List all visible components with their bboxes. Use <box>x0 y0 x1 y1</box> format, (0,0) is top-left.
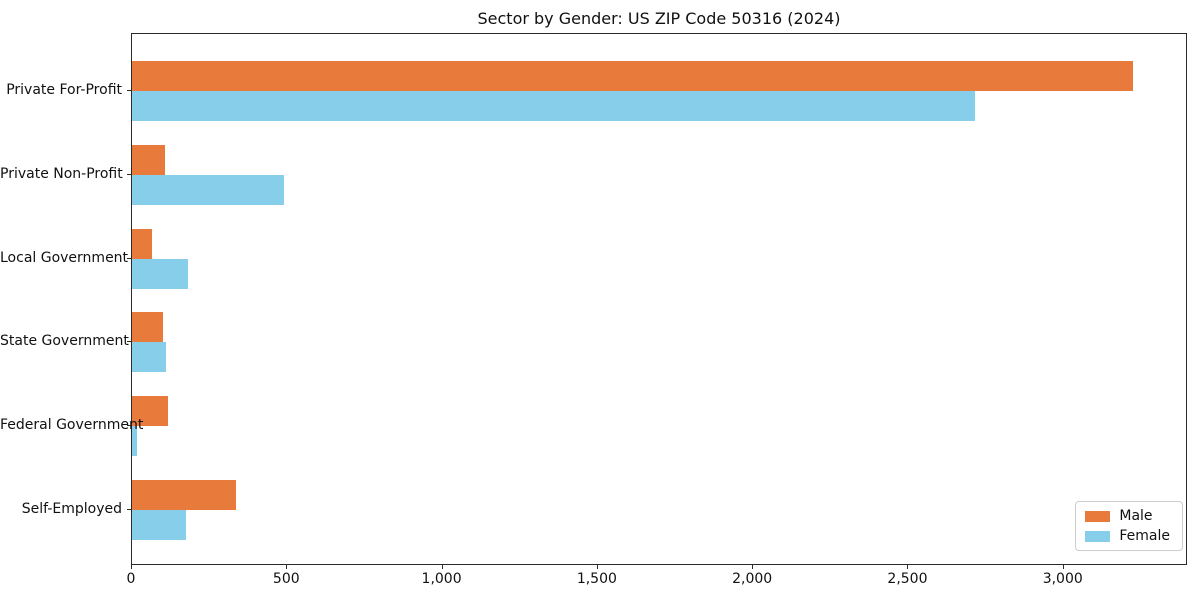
bar-male-self-employed <box>132 480 236 510</box>
bar-female-federal-government <box>132 426 137 457</box>
ytick-label-private-non-profit: Private Non-Profit <box>0 165 123 182</box>
xtick-label-1-000: 1,000 <box>421 571 462 587</box>
xtick-label-2-000: 2,000 <box>732 571 773 587</box>
xtick-label-500: 500 <box>272 571 300 587</box>
bar-male-state-government <box>132 312 163 343</box>
xtick-mark <box>1062 565 1064 569</box>
ytick-label-local-government: Local Government <box>0 249 129 266</box>
ytick-mark <box>127 509 131 510</box>
bar-female-private-for-profit <box>132 91 976 121</box>
ytick-label-self-employed: Self-Employed <box>21 501 122 517</box>
xtick-mark <box>596 565 598 569</box>
ytick-mark <box>127 90 131 91</box>
bar-female-state-government <box>132 342 167 373</box>
bar-male-federal-government <box>132 396 168 427</box>
legend-item-male: Male <box>1085 508 1170 524</box>
bar-male-private-non-profit <box>132 144 165 175</box>
xtick-label-1-500: 1,500 <box>576 571 617 587</box>
legend-swatch-female <box>1085 530 1111 542</box>
xtick-mark <box>752 565 754 569</box>
plot-area: Male Female <box>131 33 1187 565</box>
ytick-label-federal-government: Federal Government <box>0 417 144 434</box>
legend-swatch-male <box>1085 510 1111 522</box>
xtick-mark <box>131 565 132 569</box>
bar-female-self-employed <box>132 510 187 540</box>
xtick-label-0: 0 <box>126 571 136 587</box>
bar-male-local-government <box>132 228 153 259</box>
legend-item-female: Female <box>1085 528 1170 544</box>
ytick-mark <box>127 173 131 175</box>
xtick-mark <box>907 565 909 569</box>
ytick-label-state-government: State Government <box>0 333 129 350</box>
xtick-label-2-500: 2,500 <box>887 571 928 587</box>
chart-title: Sector by Gender: US ZIP Code 50316 (202… <box>477 9 841 28</box>
ytick-label-private-for-profit: Private For-Profit <box>6 82 122 98</box>
bar-female-local-government <box>132 258 188 289</box>
ytick-mark <box>127 425 131 427</box>
bar-female-private-non-profit <box>132 174 284 205</box>
xtick-mark <box>441 565 443 569</box>
legend-label-male: Male <box>1119 508 1153 524</box>
legend-label-female: Female <box>1119 528 1170 544</box>
xtick-mark <box>286 565 288 569</box>
ytick-mark <box>127 257 131 259</box>
legend: Male Female <box>1075 501 1183 551</box>
ytick-mark <box>127 341 131 343</box>
xtick-label-3-000: 3,000 <box>1042 571 1083 587</box>
bar-male-private-for-profit <box>132 61 1134 91</box>
